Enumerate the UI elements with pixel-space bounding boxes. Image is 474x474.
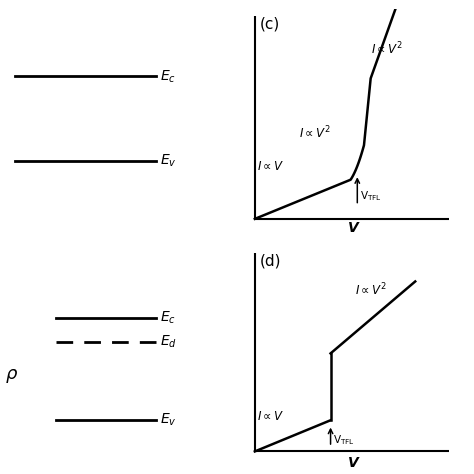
Text: $I \propto V^2$: $I \propto V^2$ bbox=[355, 282, 387, 299]
Text: E$_c$: E$_c$ bbox=[160, 68, 176, 84]
Text: V: V bbox=[347, 221, 358, 235]
Text: E$_d$: E$_d$ bbox=[160, 334, 177, 350]
Text: (c): (c) bbox=[259, 16, 280, 31]
Text: $I \propto V^2$: $I \propto V^2$ bbox=[300, 125, 331, 142]
Text: V$_{\mathrm{TFL}}$: V$_{\mathrm{TFL}}$ bbox=[333, 433, 355, 447]
Text: V$_{\mathrm{TFL}}$: V$_{\mathrm{TFL}}$ bbox=[359, 190, 382, 203]
Text: $I \propto V^2$: $I \propto V^2$ bbox=[371, 40, 402, 57]
Text: (d): (d) bbox=[259, 253, 281, 268]
Text: E$_v$: E$_v$ bbox=[160, 153, 176, 169]
Text: $I \propto V$: $I \propto V$ bbox=[257, 410, 284, 423]
Text: V: V bbox=[347, 456, 358, 470]
Text: $I \propto V$: $I \propto V$ bbox=[257, 160, 284, 173]
Text: E$_v$: E$_v$ bbox=[160, 412, 176, 428]
Text: E$_c$: E$_c$ bbox=[160, 310, 176, 326]
Text: $\rho$: $\rho$ bbox=[5, 367, 18, 385]
